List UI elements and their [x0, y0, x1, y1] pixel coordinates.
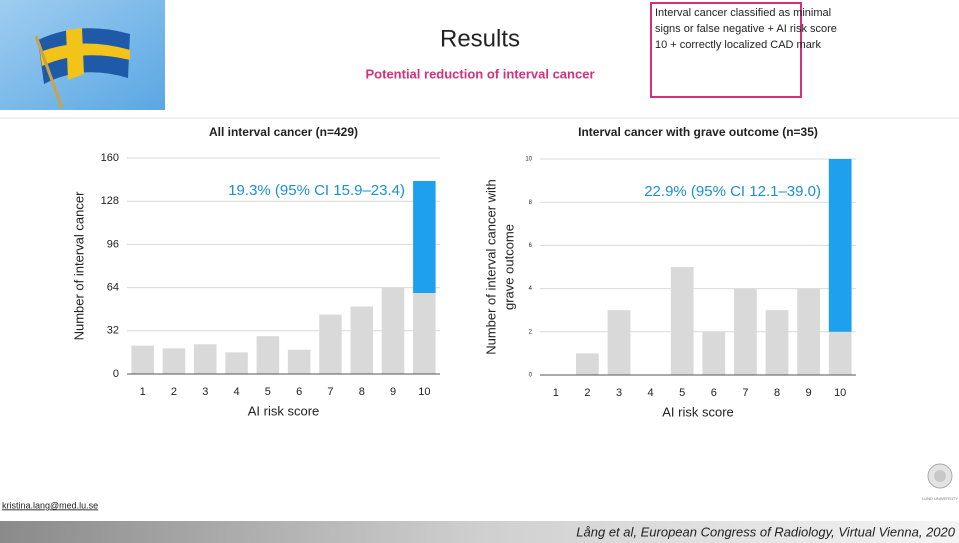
- bar: [194, 344, 217, 374]
- slide: Results Potential reduction of interval …: [0, 0, 959, 543]
- x-tick-label: 10: [418, 386, 430, 398]
- y-tick-label: 0: [529, 373, 533, 379]
- bar: [350, 307, 373, 375]
- y-tick-label: 160: [101, 152, 119, 164]
- y-tick-label: 4: [529, 286, 533, 292]
- citation: Lång et al, European Congress of Radiolo…: [576, 524, 955, 539]
- bar: [797, 289, 820, 375]
- bar: [163, 348, 186, 374]
- note-line: Interval cancer classified as minimal: [655, 7, 831, 19]
- x-tick-label: 5: [265, 386, 271, 398]
- bar: [288, 350, 311, 374]
- y-tick-label: 8: [529, 200, 533, 206]
- x-tick-label: 1: [140, 386, 146, 398]
- bar: [829, 159, 852, 332]
- bar: [829, 332, 852, 375]
- x-tick-label: 9: [806, 387, 812, 399]
- y-tick-label: 0: [113, 368, 119, 380]
- x-tick-label: 3: [202, 386, 208, 398]
- bar: [734, 289, 757, 375]
- chart-title: All interval cancer (n=429): [209, 125, 358, 139]
- bar: [671, 267, 694, 375]
- x-tick-label: 10: [834, 387, 846, 399]
- x-tick-label: 9: [390, 386, 396, 398]
- flag-image: [0, 0, 165, 110]
- note-line: 10 + correctly localized CAD mark: [655, 39, 821, 51]
- bar: [413, 293, 436, 374]
- x-tick-label: 7: [327, 386, 333, 398]
- y-axis-title: grave outcome: [501, 224, 516, 310]
- x-tick-label: 6: [296, 386, 302, 398]
- slide-subtitle: Potential reduction of interval cancer: [366, 66, 595, 81]
- x-axis-title: AI risk score: [662, 404, 734, 419]
- annotation: 19.3% (95% CI 15.9–23.4): [228, 182, 405, 199]
- bar: [608, 310, 631, 375]
- bar: [576, 353, 599, 375]
- y-tick-label: 64: [107, 282, 119, 294]
- y-tick-label: 32: [107, 325, 119, 337]
- x-tick-label: 8: [359, 386, 365, 398]
- bar: [319, 315, 342, 374]
- y-axis-title: Number of interval cancer: [71, 191, 86, 341]
- x-tick-label: 2: [584, 387, 590, 399]
- x-tick-label: 6: [711, 387, 717, 399]
- bar: [413, 181, 436, 293]
- y-tick-label: 96: [107, 238, 119, 250]
- y-tick-label: 6: [529, 243, 533, 249]
- x-tick-label: 4: [233, 386, 239, 398]
- bar: [257, 336, 280, 374]
- annotation: 22.9% (95% CI 12.1–39.0): [644, 183, 821, 200]
- x-tick-label: 2: [171, 386, 177, 398]
- bar: [702, 332, 725, 375]
- bar: [382, 288, 405, 374]
- x-tick-label: 5: [679, 387, 685, 399]
- y-tick-label: 128: [101, 195, 119, 207]
- bar: [766, 310, 789, 375]
- bar: [225, 352, 248, 374]
- x-axis-title: AI risk score: [248, 403, 320, 418]
- x-tick-label: 8: [774, 387, 780, 399]
- y-tick-label: 10: [525, 157, 532, 163]
- y-axis-title: Number of interval cancer with: [483, 179, 498, 355]
- logo-text: LUND UNIVERSITY: [922, 496, 958, 501]
- email: kristina.lang@med.lu.se: [2, 500, 98, 510]
- x-tick-label: 1: [553, 387, 559, 399]
- chart-title: Interval cancer with grave outcome (n=35…: [578, 125, 818, 139]
- y-tick-label: 2: [529, 329, 533, 335]
- logo: [928, 464, 952, 488]
- x-tick-label: 4: [648, 387, 654, 399]
- x-tick-label: 7: [742, 387, 748, 399]
- slide-title: Results: [440, 25, 520, 52]
- x-tick-label: 3: [616, 387, 622, 399]
- bar: [131, 346, 154, 374]
- note-line: signs or false negative + AI risk score: [655, 23, 837, 35]
